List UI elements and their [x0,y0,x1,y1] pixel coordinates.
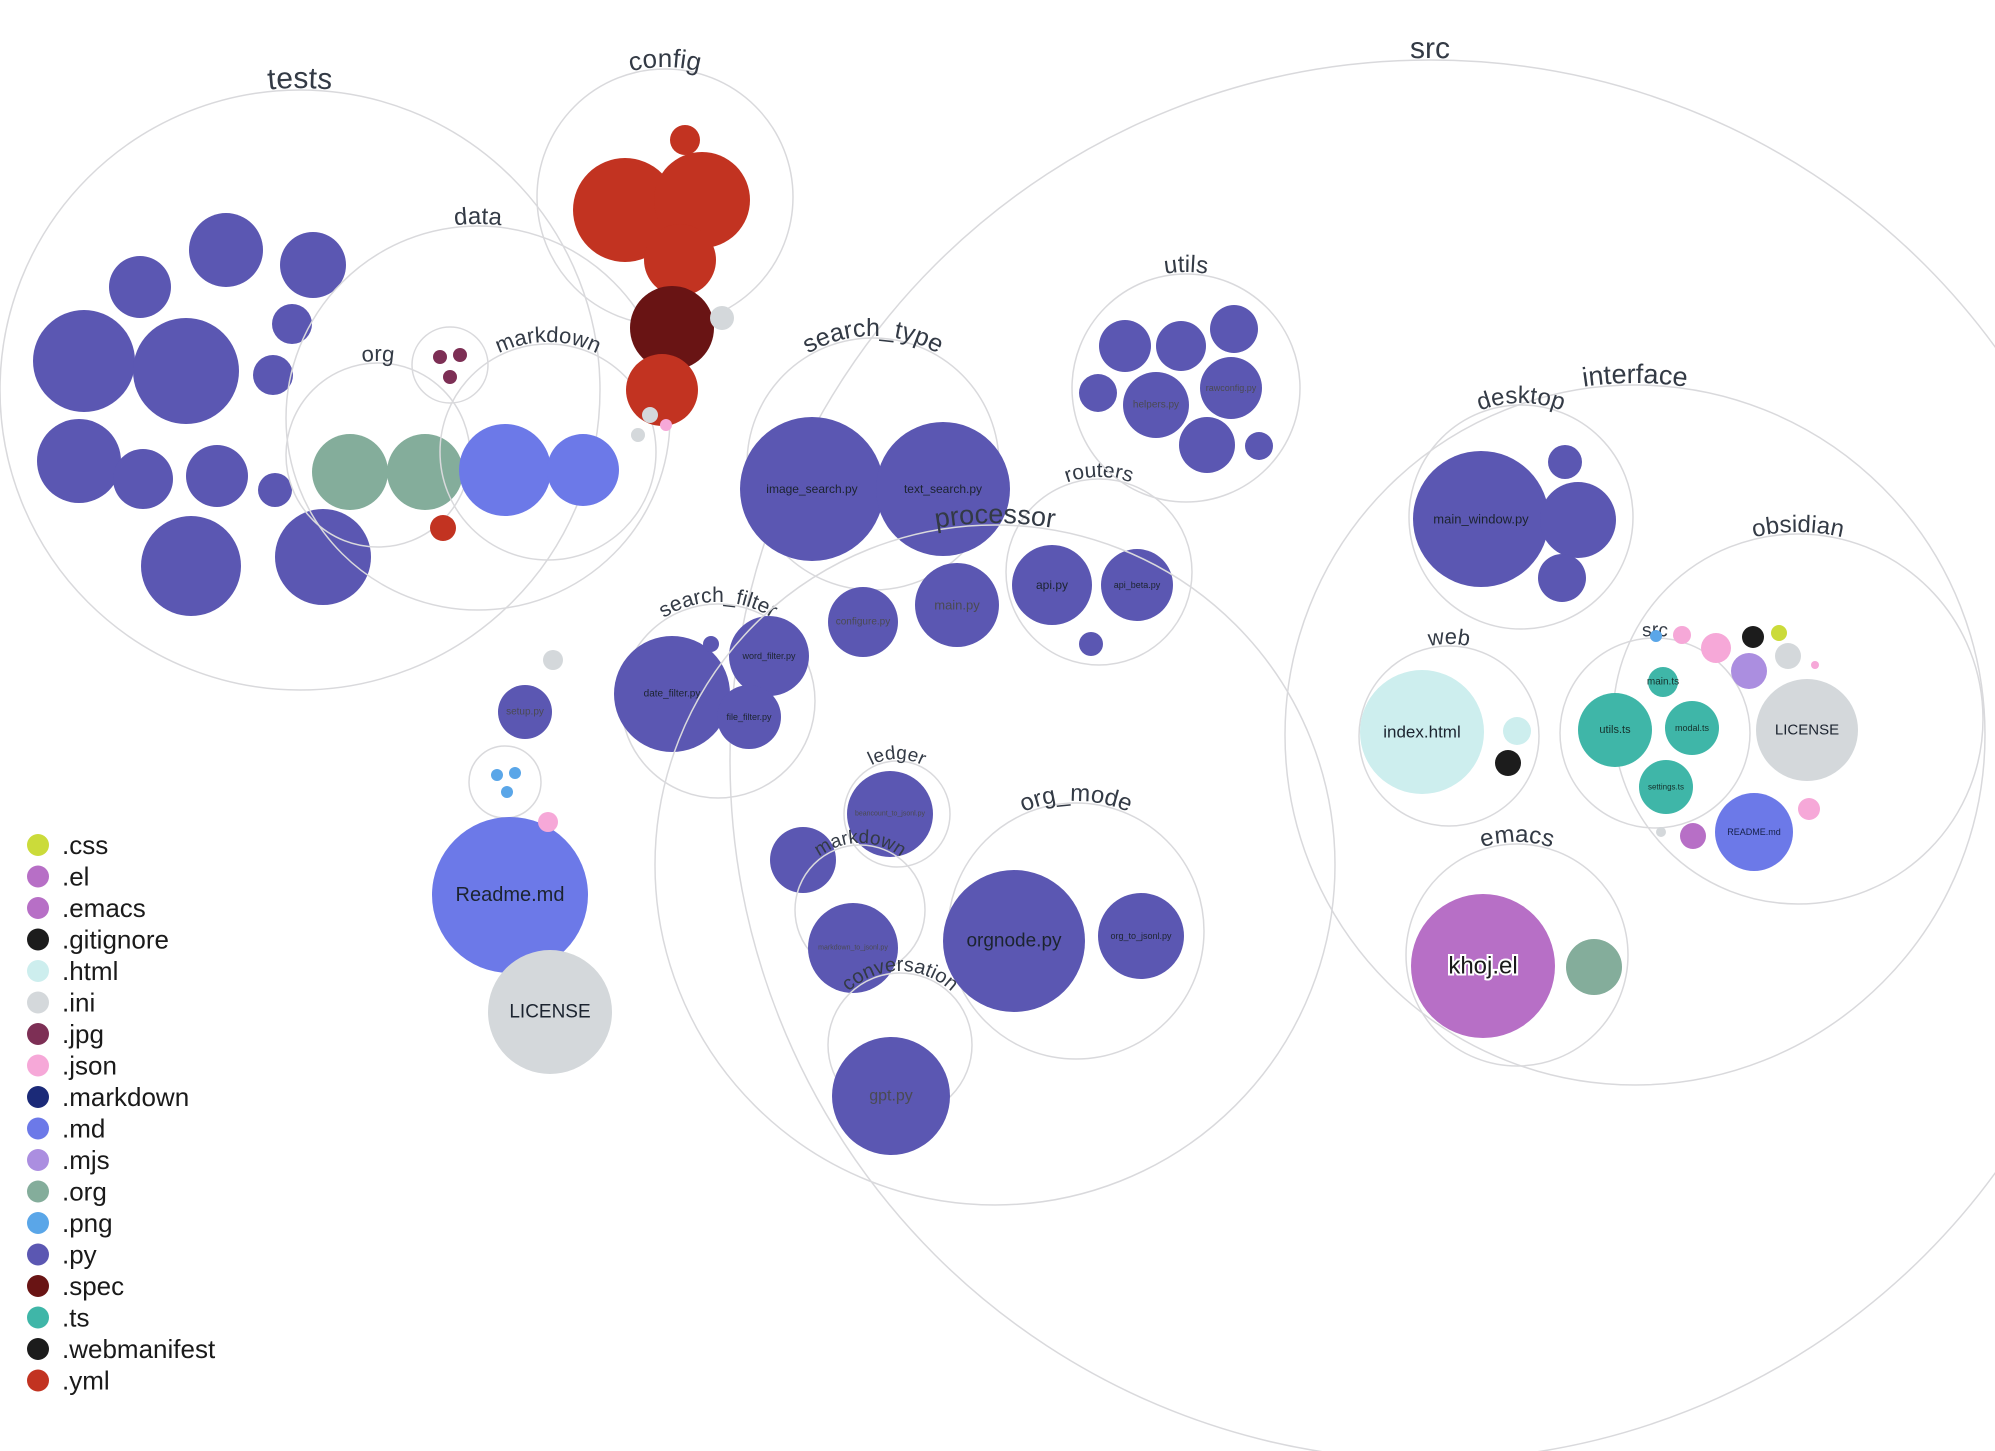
svg-text:.yml: .yml [62,1366,110,1396]
svg-text:.png: .png [62,1208,113,1238]
svg-text:markdown: markdown [491,322,605,358]
svg-text:markdown_to_jsonl.py: markdown_to_jsonl.py [818,945,888,952]
svg-text:.gitignore: .gitignore [62,925,169,955]
svg-text:.emacs: .emacs [62,893,146,923]
svg-text:gpt.py: gpt.py [869,1088,913,1105]
svg-text:modal.ts: modal.ts [1675,723,1710,733]
svg-text:.mjs: .mjs [62,1145,110,1175]
svg-text:.html: .html [62,956,118,986]
svg-text:khoj.el: khoj.el [1448,953,1517,980]
svg-text:LICENSE: LICENSE [1775,722,1839,739]
svg-text:orgnode.py: orgnode.py [966,931,1062,952]
svg-text:.spec: .spec [62,1271,124,1301]
svg-text:text_search.py: text_search.py [904,482,982,496]
svg-text:configure.py: configure.py [836,617,890,628]
svg-text:api.py: api.py [1036,578,1068,592]
svg-text:routers: routers [1062,459,1137,487]
svg-text:api_beta.py: api_beta.py [1114,580,1161,590]
svg-text:utils: utils [1162,251,1210,280]
svg-text:tests: tests [266,62,334,97]
svg-text:.md: .md [62,1114,105,1144]
svg-text:utils.ts: utils.ts [1599,724,1631,736]
svg-text:.org: .org [62,1177,107,1207]
svg-text:.py: .py [62,1240,97,1270]
svg-text:obsidian: obsidian [1749,511,1846,543]
svg-text:setup.py: setup.py [506,707,544,718]
svg-text:Readme.md: Readme.md [456,884,565,906]
svg-text:.jpg: .jpg [62,1019,104,1049]
svg-text:date_filter.py: date_filter.py [644,689,701,700]
svg-text:.json: .json [62,1051,117,1081]
svg-text:config: config [626,43,705,77]
svg-text:settings.ts: settings.ts [1648,783,1684,792]
svg-text:src: src [1410,32,1451,65]
svg-text:desktop: desktop [1473,382,1568,416]
svg-text:main.ts: main.ts [1647,677,1679,688]
svg-text:rawconfig.py: rawconfig.py [1206,383,1257,393]
svg-text:org: org [360,341,396,367]
svg-text:.markdown: .markdown [62,1082,189,1112]
svg-text:file_filter.py: file_filter.py [726,712,772,722]
svg-text:main_window.py: main_window.py [1433,512,1529,527]
svg-text:web: web [1425,624,1472,651]
svg-text:.webmanifest: .webmanifest [62,1334,216,1364]
svg-text:main.py: main.py [934,598,980,613]
svg-text:ledger: ledger [865,743,930,770]
svg-text:.ini: .ini [62,988,95,1018]
svg-text:emacs: emacs [1477,821,1557,853]
svg-text:LICENSE: LICENSE [509,1002,590,1023]
svg-text:beancount_to_jsonl.py: beancount_to_jsonl.py [855,811,926,818]
svg-text:search_type: search_type [798,314,948,359]
svg-text:org_to_jsonl.py: org_to_jsonl.py [1110,931,1172,941]
svg-text:org_mode: org_mode [1016,780,1136,818]
svg-text:helpers.py: helpers.py [1133,400,1179,411]
svg-text:word_filter.py: word_filter.py [741,651,796,661]
svg-text:.css: .css [62,830,108,860]
svg-text:image_search.py: image_search.py [766,482,857,496]
svg-text:data: data [453,203,504,231]
svg-text:README.md: README.md [1727,827,1781,837]
svg-text:index.html: index.html [1383,723,1460,742]
svg-text:interface: interface [1580,359,1689,393]
svg-text:processor: processor [932,499,1057,534]
svg-text:.el: .el [62,862,89,892]
svg-text:.ts: .ts [62,1303,89,1333]
